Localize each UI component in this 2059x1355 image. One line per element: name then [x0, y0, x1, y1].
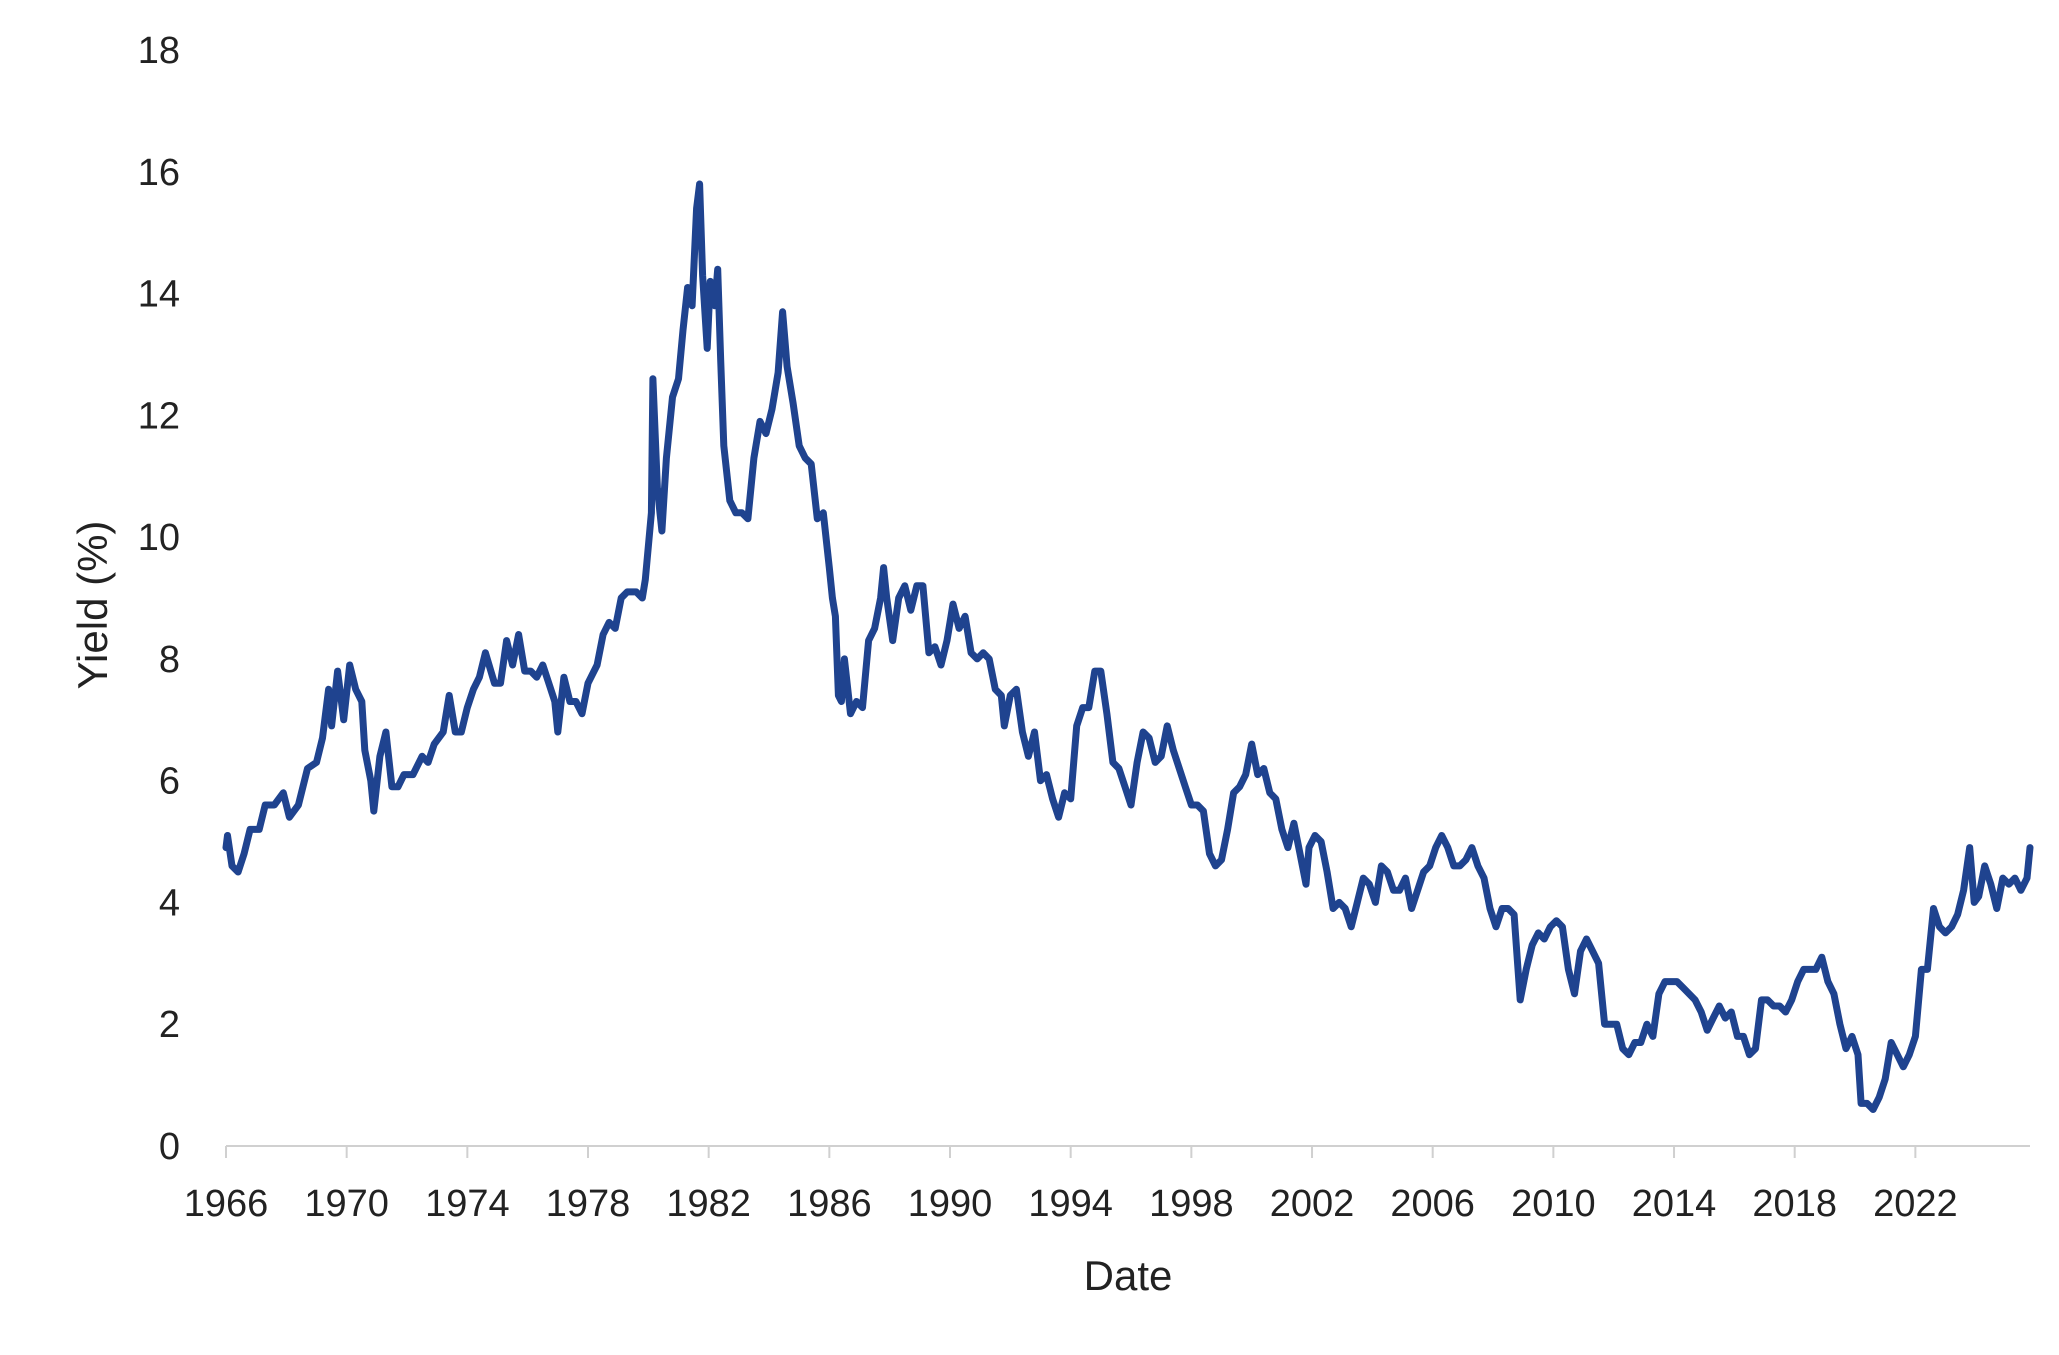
x-tick-label: 2010	[1511, 1183, 1596, 1225]
y-tick-label: 18	[138, 30, 180, 72]
x-tick-label: 1982	[666, 1183, 751, 1225]
x-tick-label: 1986	[787, 1183, 872, 1225]
y-tick-label: 10	[138, 517, 180, 559]
y-tick-label: 2	[159, 1004, 180, 1046]
y-tick-label: 8	[159, 639, 180, 681]
y-axis-title: Yield (%)	[69, 521, 116, 690]
x-tick-label: 1990	[908, 1183, 993, 1225]
x-tick-label: 1994	[1028, 1183, 1113, 1225]
x-tick-label: 1978	[546, 1183, 631, 1225]
x-tick-label: 2006	[1390, 1183, 1475, 1225]
y-tick-label: 12	[138, 395, 180, 437]
x-tick-label: 2014	[1632, 1183, 1717, 1225]
x-tick-label: 1974	[425, 1183, 510, 1225]
y-tick-label: 4	[159, 882, 180, 924]
y-tick-label: 6	[159, 761, 180, 803]
x-tick-label: 1970	[304, 1183, 389, 1225]
series-layer	[222, 180, 2034, 1113]
x-tick-label: 1998	[1149, 1183, 1234, 1225]
x-tick-label: 2022	[1873, 1183, 1958, 1225]
x-axis: 1966 1970 1974 1978 1982 1986 1990 1994 1998 2002…	[184, 1145, 2030, 1225]
series-line-0	[222, 180, 2034, 1113]
y-tick-label: 0	[159, 1126, 180, 1168]
x-axis-title: Date	[1084, 1252, 1173, 1299]
x-tick-label: 2002	[1270, 1183, 1355, 1225]
x-tick-label: 1966	[184, 1183, 269, 1225]
y-axis-ticks: 0 2 4 6 8 10 12 14 16 18	[138, 30, 180, 1168]
y-tick-label: 14	[138, 274, 180, 316]
y-tick-label: 16	[138, 152, 180, 194]
x-tick-label: 2018	[1752, 1183, 1837, 1225]
